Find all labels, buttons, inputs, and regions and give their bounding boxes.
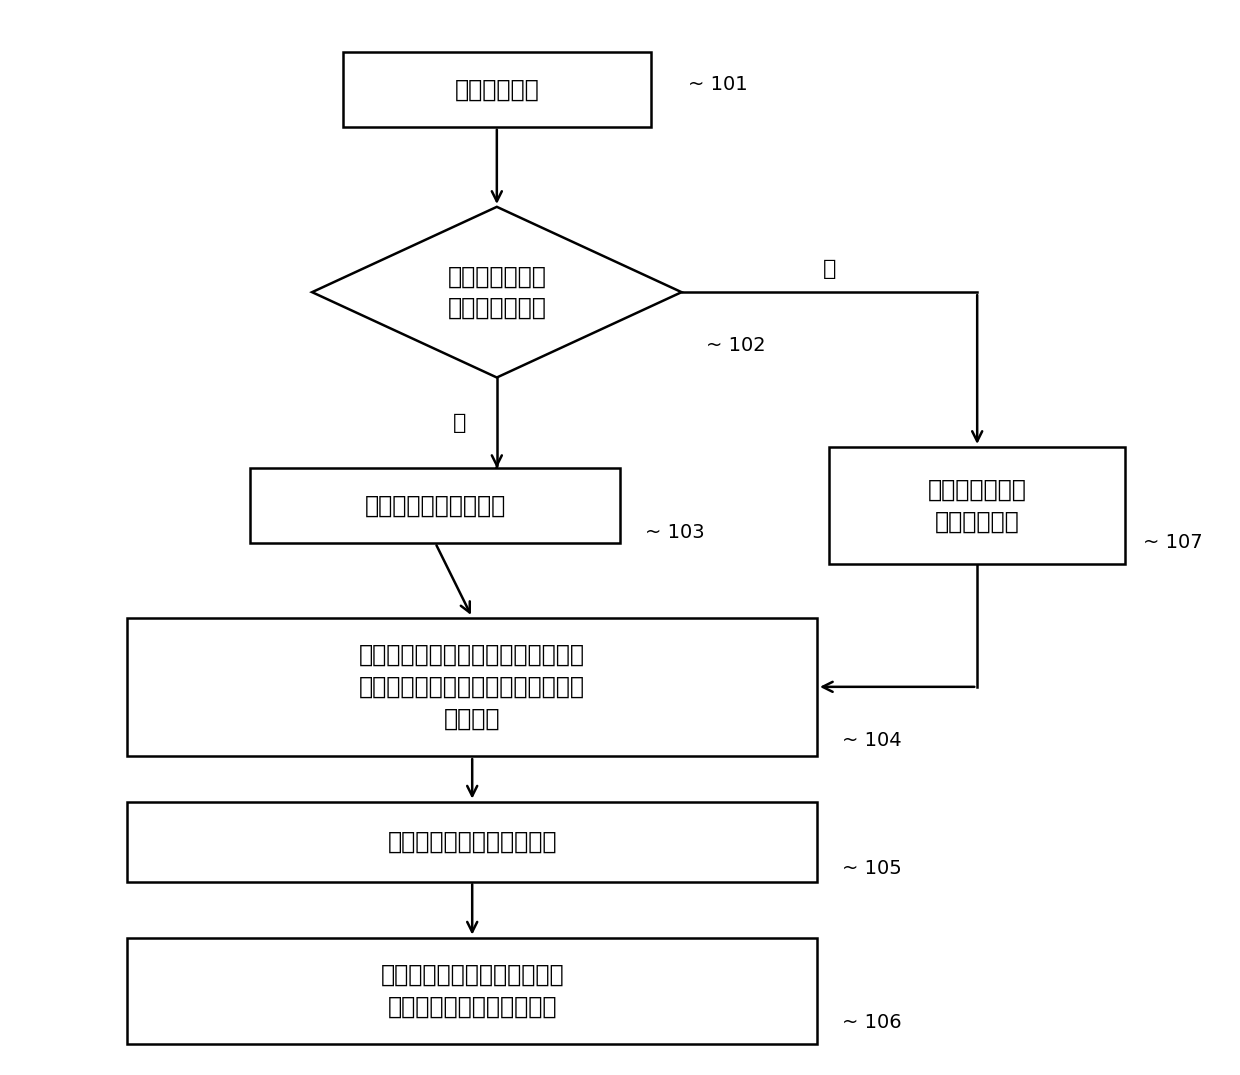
Text: ~ 104: ~ 104: [842, 731, 901, 749]
Text: ~ 102: ~ 102: [707, 336, 766, 355]
Text: ~ 106: ~ 106: [842, 1014, 901, 1032]
FancyBboxPatch shape: [128, 617, 817, 756]
Text: 根据用户指令提取控制动作: 根据用户指令提取控制动作: [387, 830, 557, 854]
Text: 否: 否: [453, 413, 466, 433]
FancyBboxPatch shape: [128, 937, 817, 1044]
Polygon shape: [312, 206, 682, 377]
FancyBboxPatch shape: [830, 447, 1125, 564]
Text: 确定用户当前位置属性: 确定用户当前位置属性: [365, 493, 506, 517]
FancyBboxPatch shape: [128, 802, 817, 882]
Text: ~ 105: ~ 105: [842, 859, 901, 877]
Text: 接收用户指令: 接收用户指令: [454, 77, 539, 101]
FancyBboxPatch shape: [343, 53, 651, 127]
Text: ~ 103: ~ 103: [645, 522, 704, 542]
FancyBboxPatch shape: [250, 469, 620, 543]
Text: 根据用户当前位置属性，确定相应的
智能设备选择规则，根据该规则确定
智能设备: 根据用户当前位置属性，确定相应的 智能设备选择规则，根据该规则确定 智能设备: [360, 643, 585, 730]
Text: 是: 是: [822, 259, 836, 278]
Text: ~ 101: ~ 101: [688, 74, 748, 94]
Text: ~ 107: ~ 107: [1143, 533, 1203, 553]
Text: 将控制动作携带在控制指令中
发送给上述确定的智能设备: 将控制动作携带在控制指令中 发送给上述确定的智能设备: [381, 963, 564, 1019]
Text: 确定用户指令对
应的智能设备: 确定用户指令对 应的智能设备: [928, 477, 1027, 533]
Text: 判断用户指令是
否能够直接执行: 判断用户指令是 否能够直接执行: [448, 264, 547, 320]
